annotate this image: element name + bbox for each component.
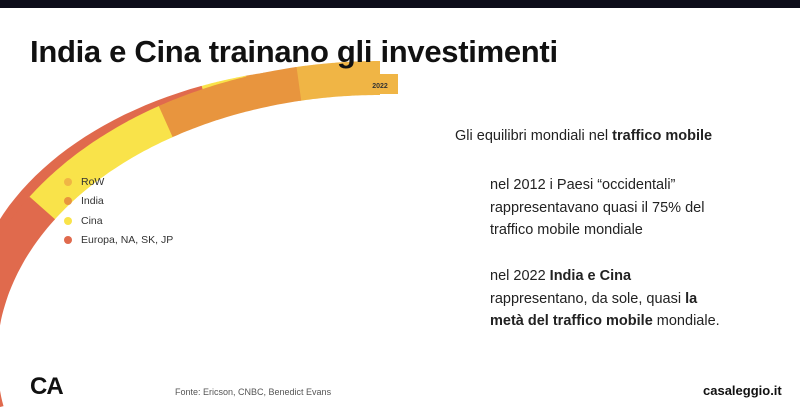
text-block-2012: nel 2012 i Paesi “occidentali” rappresen…	[490, 174, 704, 242]
arc-2022-tab	[362, 74, 398, 94]
legend-item-cina: Cina	[64, 211, 173, 231]
block-2022-line-2: rappresentano, da sole, quasi la	[490, 288, 720, 311]
legend-dot-cina	[64, 216, 72, 225]
block-2022-line-1: nel 2022 India e Cina	[490, 265, 720, 288]
page-title: India e Cina trainano gli investimenti	[30, 34, 558, 69]
top-bar	[0, 0, 800, 8]
arc-2022: 2022	[0, 61, 398, 408]
legend: RoW India Cina Europa, NA, SK, JP	[64, 172, 173, 250]
arc-2022-segment-2	[28, 106, 173, 221]
arc-2022-year-label: 2022	[372, 83, 388, 90]
legend-label-row: RoW	[81, 175, 105, 188]
legend-label-cina: Cina	[81, 214, 103, 227]
block-2012-line-3: traffico mobile mondiale	[490, 222, 643, 238]
block-2012-line-1: nel 2012 i Paesi “occidentali”	[490, 177, 676, 193]
legend-dot-row	[64, 177, 72, 186]
legend-item-row: RoW	[64, 172, 173, 192]
legend-item-india: India	[64, 192, 173, 212]
block-2022-text-3b: mondiale.	[652, 313, 720, 329]
block-2022-line-3: metà del traffico mobile mondiale.	[490, 310, 720, 333]
legend-dot-europa	[64, 236, 72, 245]
legend-item-europa: Europa, NA, SK, JP	[64, 231, 173, 251]
site-link[interactable]: casaleggio.it	[703, 383, 782, 398]
block-2012-line-2: rappresentavano quasi il 75% del	[490, 199, 705, 216]
arc-2022-segment-1	[157, 66, 302, 138]
description-highlight: traffico mobile	[612, 128, 713, 144]
description-text: Gli equilibri mondiali nel	[455, 128, 613, 144]
ca-logo: CA	[30, 373, 64, 400]
block-2022-text-2a: rappresentano, da sole, quasi	[490, 290, 686, 307]
block-2022-text-2b: la	[685, 290, 698, 307]
legend-label-europa: Europa, NA, SK, JP	[81, 234, 174, 247]
source-note: Fonte: Ericson, CNBC, Benedict Evans	[175, 387, 332, 397]
legend-dot-india	[64, 197, 72, 206]
block-2022-text-1b: India e Cina	[549, 268, 632, 284]
legend-label-india: India	[81, 195, 104, 208]
text-block-2022: nel 2022 India e Cina rappresentano, da …	[490, 265, 720, 333]
description: Gli equilibri mondiali nel traffico mobi…	[455, 128, 712, 144]
block-2022-text-1a: nel 2022	[490, 268, 550, 284]
block-2022-text-3a: metà del traffico mobile	[490, 313, 653, 329]
arc-2022-segment-3	[0, 196, 56, 408]
